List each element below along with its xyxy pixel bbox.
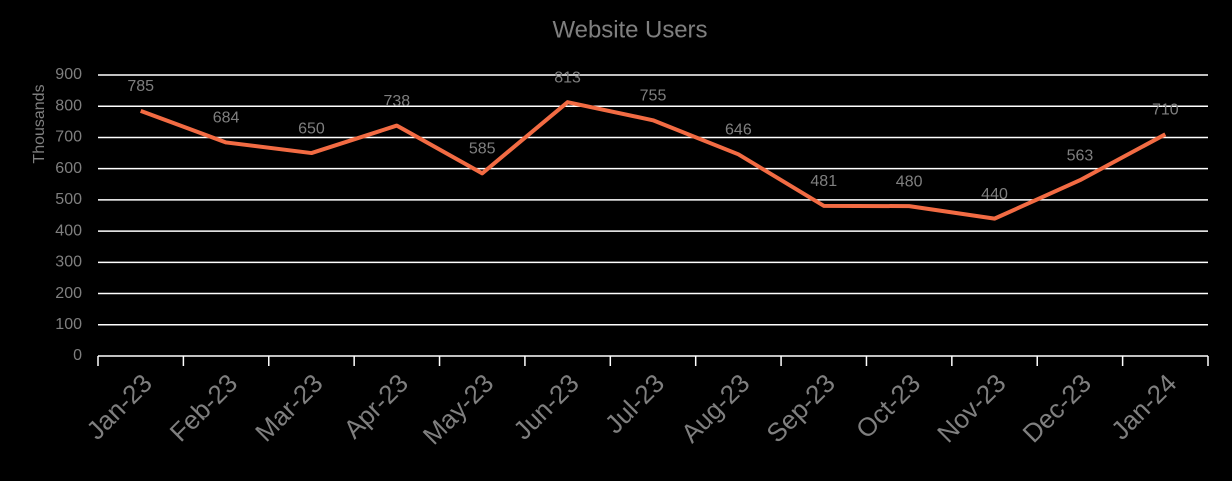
data-label: 684 [213,110,240,127]
x-tick-label: Aug-23 [675,368,755,448]
data-label: 785 [127,78,154,95]
line [139,100,1167,221]
x-tick-label: Sep-23 [760,368,840,448]
data-label: 585 [469,141,496,158]
x-tick-label: Jul-23 [599,368,670,439]
y-tick-label: 200 [55,285,82,302]
x-tick-label: Apr-23 [338,368,414,444]
x-tick-label: Nov-23 [931,368,1011,448]
data-label: 813 [554,69,581,86]
y-tick-label: 300 [55,254,82,271]
y-tick-label: 700 [55,129,82,146]
y-axis-label: Thousands [31,84,48,163]
data-label: 650 [298,120,325,137]
chart-title: Website Users [553,16,708,43]
x-tick-label: Dec-23 [1017,368,1097,448]
data-label: 481 [810,173,837,190]
y-tick-label: 900 [55,66,82,83]
data-label: 440 [981,186,1008,203]
data-label: 480 [896,173,923,190]
y-tick-label: 800 [55,97,82,114]
y-tick-label: 400 [55,222,82,239]
x-tick-label: Jan-23 [80,368,157,445]
x-tick-label: Jun-23 [507,368,584,445]
x-tick-label: Mar-23 [249,368,328,447]
data-label: 646 [725,122,752,139]
x-tick-label: Feb-23 [164,368,243,447]
x-tick-label: Jan-24 [1105,368,1182,445]
y-tick-label: 100 [55,316,82,333]
data-label: 755 [640,87,667,104]
data-label: 563 [1067,147,1094,164]
y-tick-label: 0 [73,347,82,364]
data-label: 738 [383,93,410,110]
x-tick-label: May-23 [417,368,500,451]
y-tick-label: 600 [55,160,82,177]
x-tick-label: Oct-23 [850,368,926,444]
y-tick-label: 500 [55,191,82,208]
data-label: 710 [1152,102,1179,119]
